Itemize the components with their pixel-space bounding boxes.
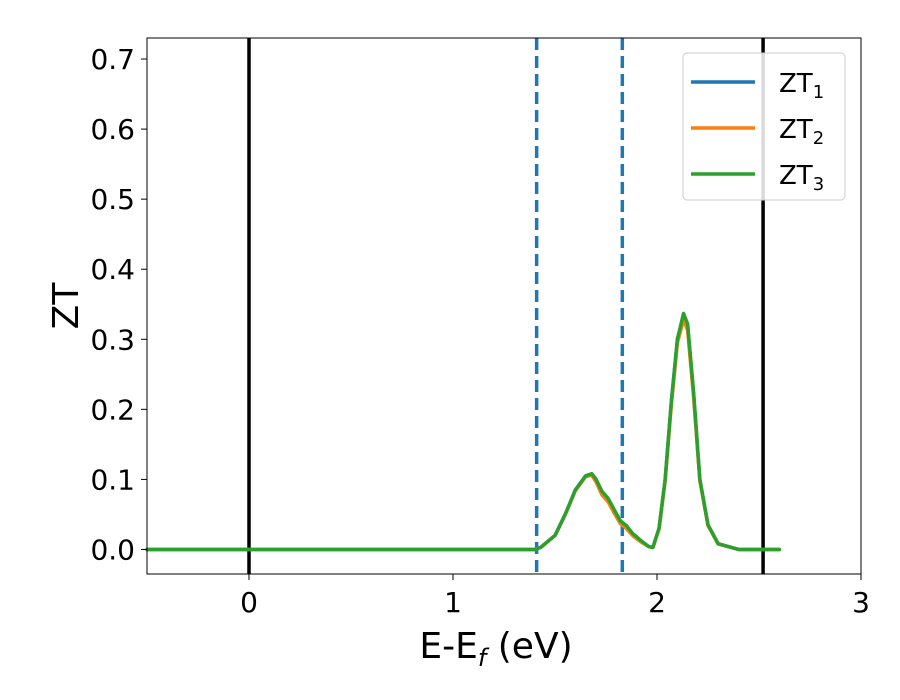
series-line-zt1 bbox=[145, 313, 782, 552]
y-tick-label: 0.1 bbox=[90, 463, 135, 496]
y-axis-label: ZT bbox=[46, 282, 87, 330]
y-tick-label: 0.5 bbox=[90, 183, 135, 216]
x-tick-label: 1 bbox=[444, 586, 462, 619]
legend-label-zt2: ZT2 bbox=[779, 115, 824, 149]
legend-box bbox=[682, 52, 846, 201]
x-axis-label: E-Ef (eV) bbox=[419, 626, 572, 672]
legend: ZT1 ZT2 ZT3 bbox=[682, 52, 846, 201]
y-tick-label: 0.0 bbox=[90, 533, 135, 566]
y-tick-label: 0.4 bbox=[90, 253, 135, 286]
legend-label-zt3: ZT3 bbox=[779, 161, 824, 195]
x-axis-ticks: 0 1 2 3 bbox=[240, 574, 870, 619]
y-tick-label: 0.6 bbox=[90, 113, 135, 146]
series-line-zt2 bbox=[145, 317, 782, 552]
y-axis-ticks: 0.0 0.1 0.2 0.3 0.4 0.5 0.6 0.7 bbox=[90, 43, 147, 566]
y-tick-label: 0.7 bbox=[90, 43, 135, 76]
x-tick-label: 3 bbox=[852, 586, 870, 619]
legend-label-zt1: ZT1 bbox=[779, 69, 824, 103]
series-lines bbox=[145, 311, 782, 552]
y-tick-label: 0.3 bbox=[90, 323, 135, 356]
series-line-zt3 bbox=[145, 311, 782, 552]
plot-frame bbox=[146, 37, 862, 575]
x-tick-label: 0 bbox=[240, 586, 258, 619]
y-tick-label: 0.2 bbox=[90, 393, 135, 426]
x-tick-label: 2 bbox=[648, 586, 666, 619]
